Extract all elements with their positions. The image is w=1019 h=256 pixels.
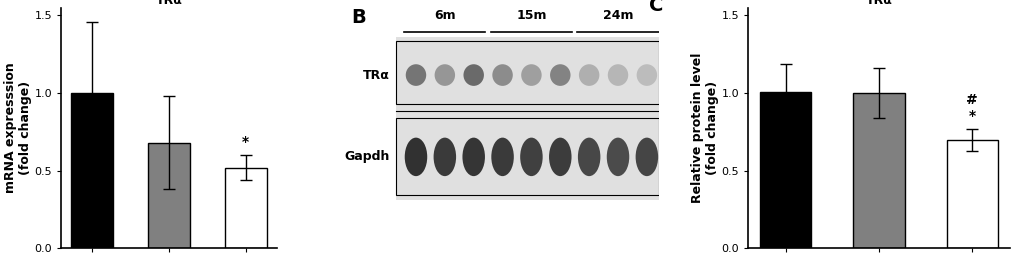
Bar: [395, 118, 658, 195]
Bar: [224, 168, 267, 248]
Text: C: C: [648, 0, 662, 15]
Ellipse shape: [492, 64, 513, 86]
Text: 24m: 24m: [602, 9, 633, 22]
Ellipse shape: [434, 64, 454, 86]
Text: Gapdh: Gapdh: [344, 150, 389, 163]
Text: B: B: [352, 8, 366, 27]
Text: TRα: TRα: [363, 69, 389, 82]
Bar: [395, 37, 658, 200]
Ellipse shape: [520, 138, 542, 176]
Ellipse shape: [406, 64, 426, 86]
Bar: [946, 140, 997, 248]
Text: #: #: [965, 93, 977, 107]
Text: 6m: 6m: [434, 9, 455, 22]
Ellipse shape: [549, 64, 570, 86]
Text: *: *: [968, 109, 975, 123]
Bar: [759, 91, 811, 248]
Text: 15m: 15m: [516, 9, 546, 22]
Ellipse shape: [491, 138, 514, 176]
Y-axis label: mRNA expresssion
(fold change): mRNA expresssion (fold change): [4, 63, 32, 193]
Y-axis label: Relative protein level
(fold change): Relative protein level (fold change): [690, 53, 718, 203]
Bar: [395, 41, 658, 104]
Ellipse shape: [433, 138, 455, 176]
Ellipse shape: [463, 64, 483, 86]
Ellipse shape: [548, 138, 571, 176]
Ellipse shape: [578, 138, 600, 176]
Bar: [853, 93, 904, 248]
Ellipse shape: [405, 138, 427, 176]
Title: TRα: TRα: [865, 0, 892, 6]
Ellipse shape: [607, 64, 628, 86]
Ellipse shape: [606, 138, 629, 176]
Ellipse shape: [635, 138, 657, 176]
Bar: [148, 143, 190, 248]
Ellipse shape: [462, 138, 484, 176]
Ellipse shape: [521, 64, 541, 86]
Text: *: *: [242, 135, 249, 149]
Title: TRα: TRα: [155, 0, 182, 6]
Ellipse shape: [636, 64, 656, 86]
Ellipse shape: [579, 64, 599, 86]
Bar: [71, 93, 113, 248]
